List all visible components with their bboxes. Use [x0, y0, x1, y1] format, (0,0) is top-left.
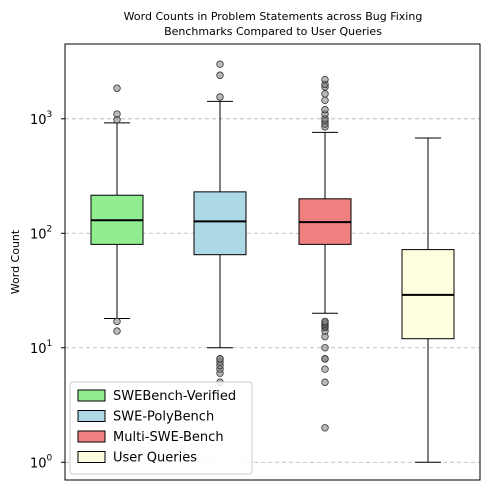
y-axis-label: Word Count	[9, 229, 22, 294]
y-tick-exponent-1: 1	[47, 339, 53, 349]
y-tick-base-3: 10	[30, 113, 47, 128]
box-1	[193, 60, 247, 386]
outlier-point-2-12	[321, 317, 329, 326]
chart-title-line-2: Benchmarks Compared to User Queries	[164, 25, 382, 38]
outlier-point-2-2	[321, 365, 329, 373]
legend-label-3: User Queries	[113, 451, 197, 466]
legend-label-2: Multi-SWE-Bench	[113, 430, 224, 445]
outlier-point-0-1	[113, 317, 121, 326]
legend-swatch-1	[77, 410, 106, 422]
y-tick-label-3: 103	[30, 110, 52, 128]
outlier-point-2-20	[321, 90, 329, 98]
legend-label-0: SWEBench-Verified	[113, 389, 236, 404]
outlier-point-1-8	[216, 71, 224, 79]
outlier-point-0-0	[113, 327, 121, 335]
outlier-point-0-4	[113, 84, 121, 92]
outlier-point-1-7	[216, 93, 224, 101]
y-tick-label-2: 102	[30, 224, 52, 242]
y-tick-exponent-3: 3	[47, 110, 53, 120]
plot-frame	[64, 43, 481, 481]
outlier-point-2-19	[321, 96, 329, 105]
box-2	[298, 75, 352, 432]
outlier-point-2-1	[321, 378, 329, 386]
legend-frame	[69, 381, 253, 475]
outlier-point-2-0	[321, 424, 329, 432]
y-tick-exponent-2: 2	[47, 224, 53, 234]
y-gridlines	[65, 118, 480, 463]
y-tick-base-1: 10	[30, 342, 47, 357]
y-tick-base-0: 10	[30, 456, 47, 471]
legend-swatch-3	[77, 451, 106, 463]
outlier-point-2-4	[321, 355, 329, 363]
legend-swatch-2	[77, 430, 106, 443]
legend: SWEBench-Verified SWE-PolyBench Multi-SWE-…	[69, 381, 253, 475]
legend-label-1: SWE-PolyBench	[113, 410, 214, 425]
chart-title-line-1: Word Counts in Problem Statements across…	[124, 10, 423, 23]
outlier-point-1-9	[216, 60, 224, 68]
y-tick-label-1: 101	[30, 339, 52, 357]
iqr-box-1	[193, 191, 247, 256]
legend-swatch-0	[77, 389, 106, 402]
y-tick-exponent-0: 0	[47, 453, 53, 463]
outlier-point-2-23	[321, 75, 329, 84]
box-series	[90, 60, 455, 463]
y-tick-label-0: 100	[30, 453, 53, 471]
outlier-point-2-5	[321, 344, 329, 352]
box-0	[90, 84, 144, 335]
outlier-point-0-3	[113, 110, 121, 118]
outlier-point-2-18	[321, 106, 329, 114]
box-3	[401, 137, 455, 463]
y-tick-base-2: 10	[30, 227, 47, 242]
chart-title: Word Counts in Problem Statements across…	[124, 10, 423, 38]
outlier-point-1-6	[216, 355, 224, 363]
